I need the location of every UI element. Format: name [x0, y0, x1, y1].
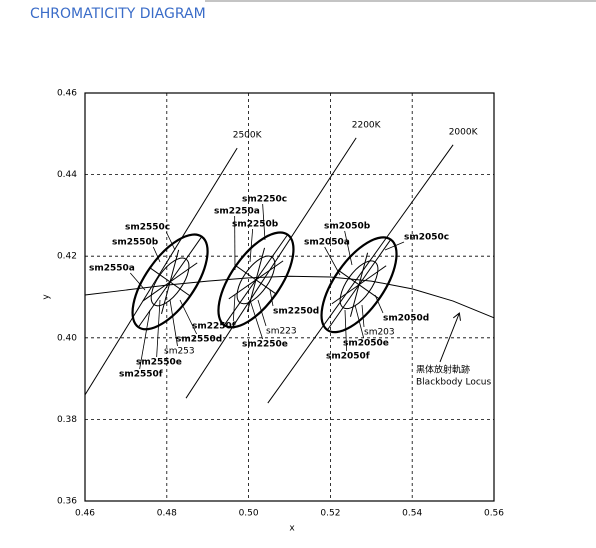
ellipse-spoke: [228, 260, 284, 300]
y-tick-label: 0.44: [57, 170, 77, 180]
sample-label: sm2050e: [343, 339, 389, 349]
sample-label: sm2550d: [176, 335, 222, 345]
sample-label: sm2550f: [119, 370, 163, 380]
x-axis-label: x: [289, 524, 295, 534]
leader-line: [129, 272, 146, 291]
isotherm: [267, 144, 454, 404]
ellipse-spoke: [142, 262, 198, 302]
leader-line: [344, 230, 353, 266]
x-tick-label: 0.50: [239, 509, 259, 519]
chart-title: CHROMATICITY DIAGRAM: [30, 6, 206, 22]
sample-label: sm2050c: [404, 233, 449, 243]
y-axis-label: y: [42, 294, 52, 300]
x-tick-label: 0.48: [157, 509, 177, 519]
x-tick-label: 0.54: [402, 509, 422, 519]
leader-line: [165, 231, 176, 251]
x-tick-label: 0.52: [320, 509, 340, 519]
sample-label: sm2050b: [324, 222, 371, 232]
sample-label: sm203: [364, 328, 395, 338]
y-tick-label: 0.40: [57, 333, 77, 343]
sample-label: sm223: [266, 327, 297, 337]
locus-label: 黒体放射軌跡: [416, 364, 470, 376]
sample-label: sm2550c: [125, 223, 170, 233]
leader-line: [257, 299, 267, 327]
sample-label: sm2250c: [242, 195, 287, 205]
isotherm: [185, 137, 357, 399]
ellipse-spoke: [331, 265, 387, 305]
sample-label: sm2250d: [273, 307, 319, 317]
leader-line: [249, 228, 254, 263]
sample-label: sm2550e: [136, 358, 182, 368]
leader-line: [384, 241, 405, 251]
sample-label: sm2250a: [214, 207, 260, 217]
leader-line: [139, 309, 151, 370]
leader-line: [262, 203, 266, 241]
leader-line: [179, 299, 198, 335]
leader-line: [324, 246, 341, 276]
y-tick-label: 0.38: [57, 415, 77, 425]
plot-frame: [84, 92, 495, 502]
leader-line: [344, 309, 348, 352]
isotherm: [84, 147, 238, 396]
leader-line: [232, 294, 236, 322]
leader-line: [169, 299, 178, 347]
isotherm-label: 2500K: [233, 131, 263, 141]
y-tick-label: 0.46: [57, 89, 77, 99]
isotherm-label: 2200K: [352, 120, 382, 130]
leader-line: [249, 299, 264, 340]
sample-label: sm2550a: [89, 264, 135, 274]
sample-label: sm2550b: [112, 238, 159, 248]
leader-line: [374, 294, 384, 314]
sample-label: sm2250b: [232, 220, 279, 230]
leader-line: [269, 289, 274, 307]
x-tick-label: 0.56: [484, 509, 504, 519]
leader-line: [152, 246, 161, 263]
isotherm-label: 2000K: [449, 127, 479, 137]
leader-line: [156, 299, 161, 358]
y-tick-label: 0.36: [57, 497, 77, 507]
sample-label: sm2050d: [383, 314, 429, 324]
sample-label: sm2050a: [304, 238, 350, 248]
y-tick-label: 0.42: [57, 252, 77, 262]
sample-label: sm2250f: [192, 322, 236, 332]
leader-line: [354, 304, 365, 339]
sample-label: sm2050f: [326, 352, 370, 362]
sample-label: sm253: [164, 347, 195, 357]
locus-label: Blackbody Locus: [416, 378, 491, 388]
leader-line: [361, 304, 365, 328]
locus-arrow: [439, 314, 459, 363]
sample-label: sm2250e: [242, 340, 288, 350]
x-tick-label: 0.46: [75, 509, 95, 519]
